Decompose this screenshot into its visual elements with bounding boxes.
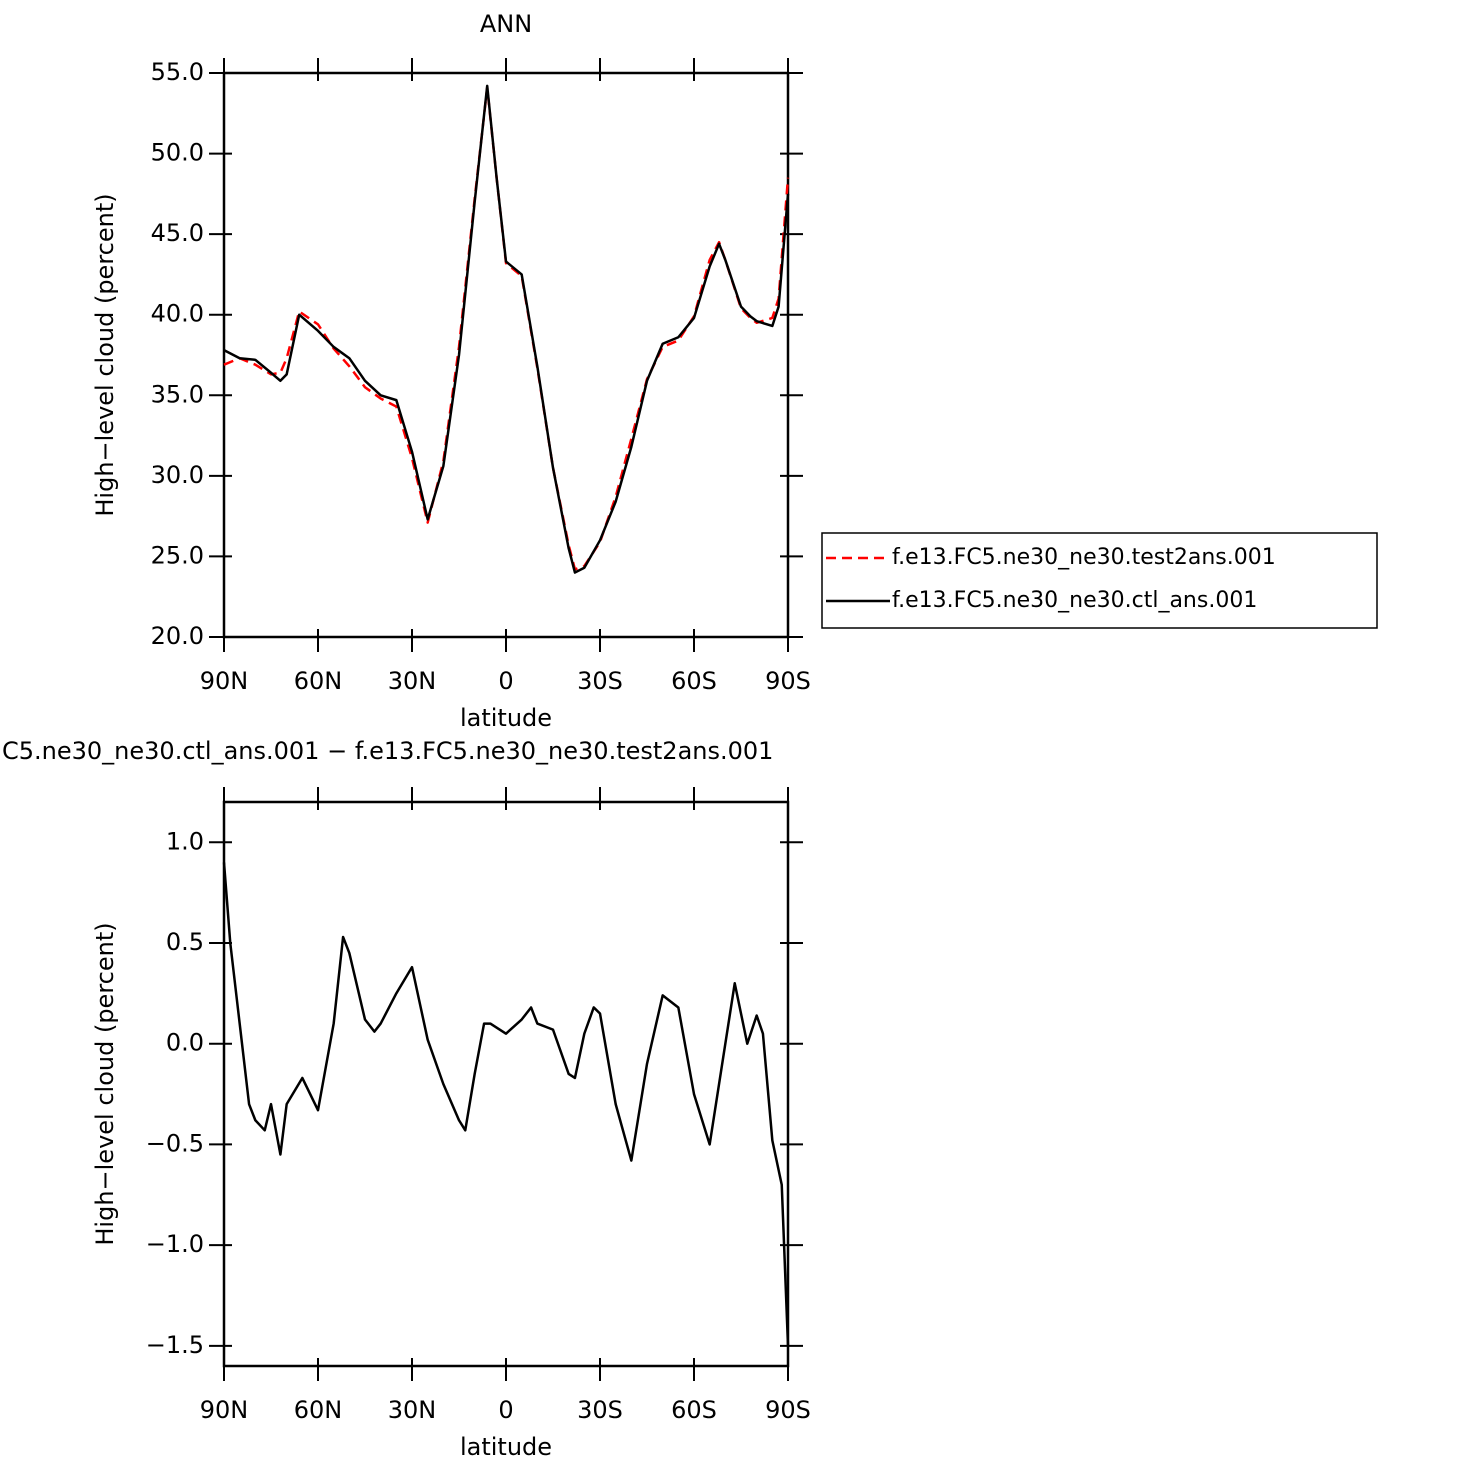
y-axis-label: High−level cloud (percent) [91, 922, 119, 1245]
plot-frame [222, 800, 790, 1368]
legend-box [821, 532, 1378, 629]
y-tick-label: 25.0 [151, 541, 204, 569]
y-tick-label: 50.0 [151, 139, 204, 167]
legend-label: f.e13.FC5.ne30_ne30.test2ans.001 [892, 545, 1276, 570]
data-line [223, 86, 790, 571]
y-tick-label: 0.0 [166, 1029, 204, 1057]
x-tick-label: 90S [765, 667, 811, 695]
x-tick-label: 30S [577, 667, 623, 695]
data-line [223, 84, 790, 574]
y-tick-label: −1.0 [146, 1230, 204, 1258]
chart-title: ANN [480, 10, 532, 38]
legend-label: f.e13.FC5.ne30_ne30.ctl_ans.001 [892, 588, 1257, 613]
y-tick-label: 55.0 [151, 58, 204, 86]
x-axis-label: latitude [460, 704, 552, 732]
chart-title: C5.ne30_ne30.ctl_ans.001 − f.e13.FC5.ne3… [2, 737, 773, 765]
data-line [222, 862, 790, 1346]
x-tick-label: 60S [671, 1396, 717, 1424]
plot-frame [222, 71, 790, 639]
y-tick-label: −0.5 [146, 1129, 204, 1157]
x-tick-label: 60N [294, 667, 343, 695]
x-tick-label: 30N [388, 1396, 437, 1424]
x-tick-label: 30S [577, 1396, 623, 1424]
y-tick-label: 20.0 [151, 622, 204, 650]
y-tick-label: 40.0 [151, 300, 204, 328]
y-tick-label: 35.0 [151, 380, 204, 408]
x-tick-label: 90N [200, 1396, 249, 1424]
x-tick-label: 90N [200, 667, 249, 695]
x-tick-label: 0 [498, 667, 513, 695]
x-tick-label: 90S [765, 1396, 811, 1424]
y-tick-label: 30.0 [151, 461, 204, 489]
x-tick-label: 0 [498, 1396, 513, 1424]
x-tick-label: 60N [294, 1396, 343, 1424]
x-tick-label: 30N [388, 667, 437, 695]
y-tick-label: 1.0 [166, 827, 204, 855]
x-tick-label: 60S [671, 667, 717, 695]
y-axis-label: High−level cloud (percent) [91, 193, 119, 516]
y-tick-label: −1.5 [146, 1331, 204, 1359]
x-axis-label: latitude [460, 1433, 552, 1461]
y-tick-label: 45.0 [151, 219, 204, 247]
y-tick-label: 0.5 [166, 928, 204, 956]
